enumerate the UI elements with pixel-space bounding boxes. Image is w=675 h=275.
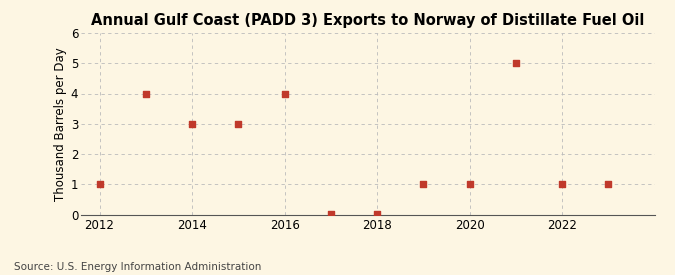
Title: Annual Gulf Coast (PADD 3) Exports to Norway of Distillate Fuel Oil: Annual Gulf Coast (PADD 3) Exports to No… xyxy=(91,13,645,28)
Point xyxy=(187,122,198,126)
Point xyxy=(94,182,105,186)
Y-axis label: Thousand Barrels per Day: Thousand Barrels per Day xyxy=(53,47,67,201)
Point xyxy=(279,91,290,96)
Point xyxy=(140,91,151,96)
Point xyxy=(325,212,336,216)
Point xyxy=(510,61,521,65)
Point xyxy=(603,182,614,186)
Point xyxy=(418,182,429,186)
Point xyxy=(372,212,383,216)
Point xyxy=(557,182,568,186)
Point xyxy=(233,122,244,126)
Text: Source: U.S. Energy Information Administration: Source: U.S. Energy Information Administ… xyxy=(14,262,261,272)
Point xyxy=(464,182,475,186)
